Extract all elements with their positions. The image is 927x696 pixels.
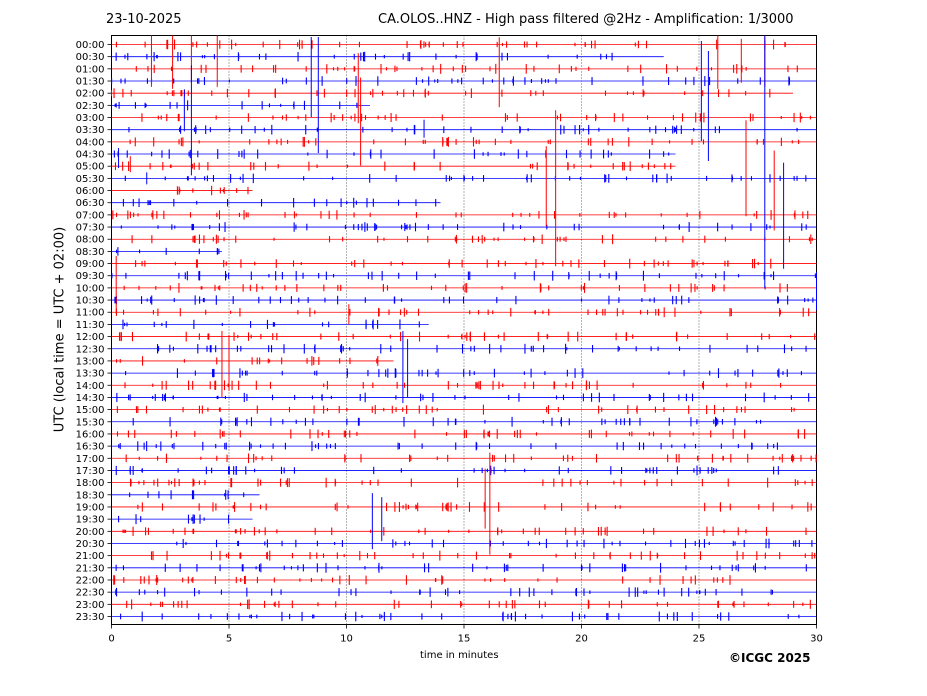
y-tick-label-14:30: 14:30 [76,393,105,404]
y-tick-label-09:00: 09:00 [76,259,105,270]
y-tick-label-19:30: 19:30 [76,515,105,526]
y-tick-label-19:00: 19:00 [76,502,105,513]
y-tick-label-21:30: 21:30 [76,563,105,574]
y-tick-label-15:30: 15:30 [76,417,105,428]
x-tick-label-15: 15 [458,634,471,645]
chart-title: CA.OLOS..HNZ - High pass filtered @2Hz -… [378,12,794,27]
y-tick-label-00:30: 00:30 [76,52,105,63]
y-tick-label-21:00: 21:00 [76,551,105,562]
y-tick-label-12:30: 12:30 [76,344,105,355]
y-tick-label-04:30: 04:30 [76,150,105,161]
y-tick-label-18:00: 18:00 [76,478,105,489]
x-tick-label-25: 25 [693,634,706,645]
y-tick-label-02:30: 02:30 [76,101,105,112]
minute-gridlines [228,35,700,625]
y-tick-label-15:00: 15:00 [76,405,105,416]
y-tick-label-14:00: 14:00 [76,381,105,392]
y-tick-label-16:00: 16:00 [76,429,105,440]
x-tick-label-0: 0 [108,634,114,645]
y-tick-label-07:30: 07:30 [76,223,105,234]
y-tick-label-13:30: 13:30 [76,369,105,380]
y-tick-label-10:00: 10:00 [76,283,105,294]
y-tick-label-05:00: 05:00 [76,162,105,173]
y-tick-label-16:30: 16:30 [76,442,105,453]
y-tick-label-05:30: 05:30 [76,174,105,185]
y-tick-label-07:00: 07:00 [76,210,105,221]
seismic-spikes [115,35,817,555]
y-tick-label-04:00: 04:00 [76,137,105,148]
y-tick-label-02:00: 02:00 [76,89,105,100]
y-tick-label-22:00: 22:00 [76,575,105,586]
y-tick-label-23:00: 23:00 [76,600,105,611]
x-tick-label-30: 30 [810,634,823,645]
y-tick-label-13:00: 13:00 [76,356,105,367]
y-tick-label-01:00: 01:00 [76,64,105,75]
x-axis-label: time in minutes [420,650,499,661]
y-tick-label-20:30: 20:30 [76,539,105,550]
y-tick-label-20:00: 20:00 [76,527,105,538]
y-tick-label-08:00: 08:00 [76,235,105,246]
y-tick-label-17:30: 17:30 [76,466,105,477]
y-tick-label-03:30: 03:30 [76,125,105,136]
y-tick-label-06:30: 06:30 [76,198,105,209]
y-tick-label-11:30: 11:30 [76,320,105,331]
trace-lines [110,39,817,622]
x-tick-label-20: 20 [575,634,588,645]
x-tick-label-10: 10 [340,634,353,645]
y-tick-label-11:00: 11:00 [76,308,105,319]
y-tick-label-08:30: 08:30 [76,247,105,258]
y-tick-label-00:00: 00:00 [76,40,105,51]
y-tick-label-10:30: 10:30 [76,296,105,307]
chart-date: 23-10-2025 [106,12,182,27]
y-tick-label-12:00: 12:00 [76,332,105,343]
y-tick-label-09:30: 09:30 [76,271,105,282]
y-tick-label-03:00: 03:00 [76,113,105,124]
y-tick-label-18:30: 18:30 [76,490,105,501]
x-tick-label-5: 5 [226,634,232,645]
y-tick-label-22:30: 22:30 [76,588,105,599]
y-tick-label-01:30: 01:30 [76,77,105,88]
y-tick-label-17:00: 17:00 [76,454,105,465]
x-tick-labels: 0 5 10 15 20 25 30 [108,624,823,645]
copyright-notice: ©ICGC 2025 [729,651,811,665]
y-tick-label-06:00: 06:00 [76,186,105,197]
y-tick-label-23:30: 23:30 [76,612,105,623]
